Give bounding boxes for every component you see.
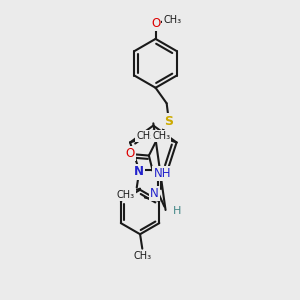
Text: N: N xyxy=(150,187,159,200)
Text: S: S xyxy=(164,115,173,128)
Text: O: O xyxy=(125,147,135,160)
Text: NH: NH xyxy=(154,167,171,180)
Text: CH₃: CH₃ xyxy=(136,131,155,141)
Text: N: N xyxy=(134,166,144,178)
Text: CH₃: CH₃ xyxy=(117,190,135,200)
Text: CH₃: CH₃ xyxy=(163,15,181,25)
Text: CH₃: CH₃ xyxy=(152,131,170,141)
Text: H: H xyxy=(172,206,181,216)
Text: O: O xyxy=(151,17,160,30)
Text: CH₃: CH₃ xyxy=(133,251,152,261)
